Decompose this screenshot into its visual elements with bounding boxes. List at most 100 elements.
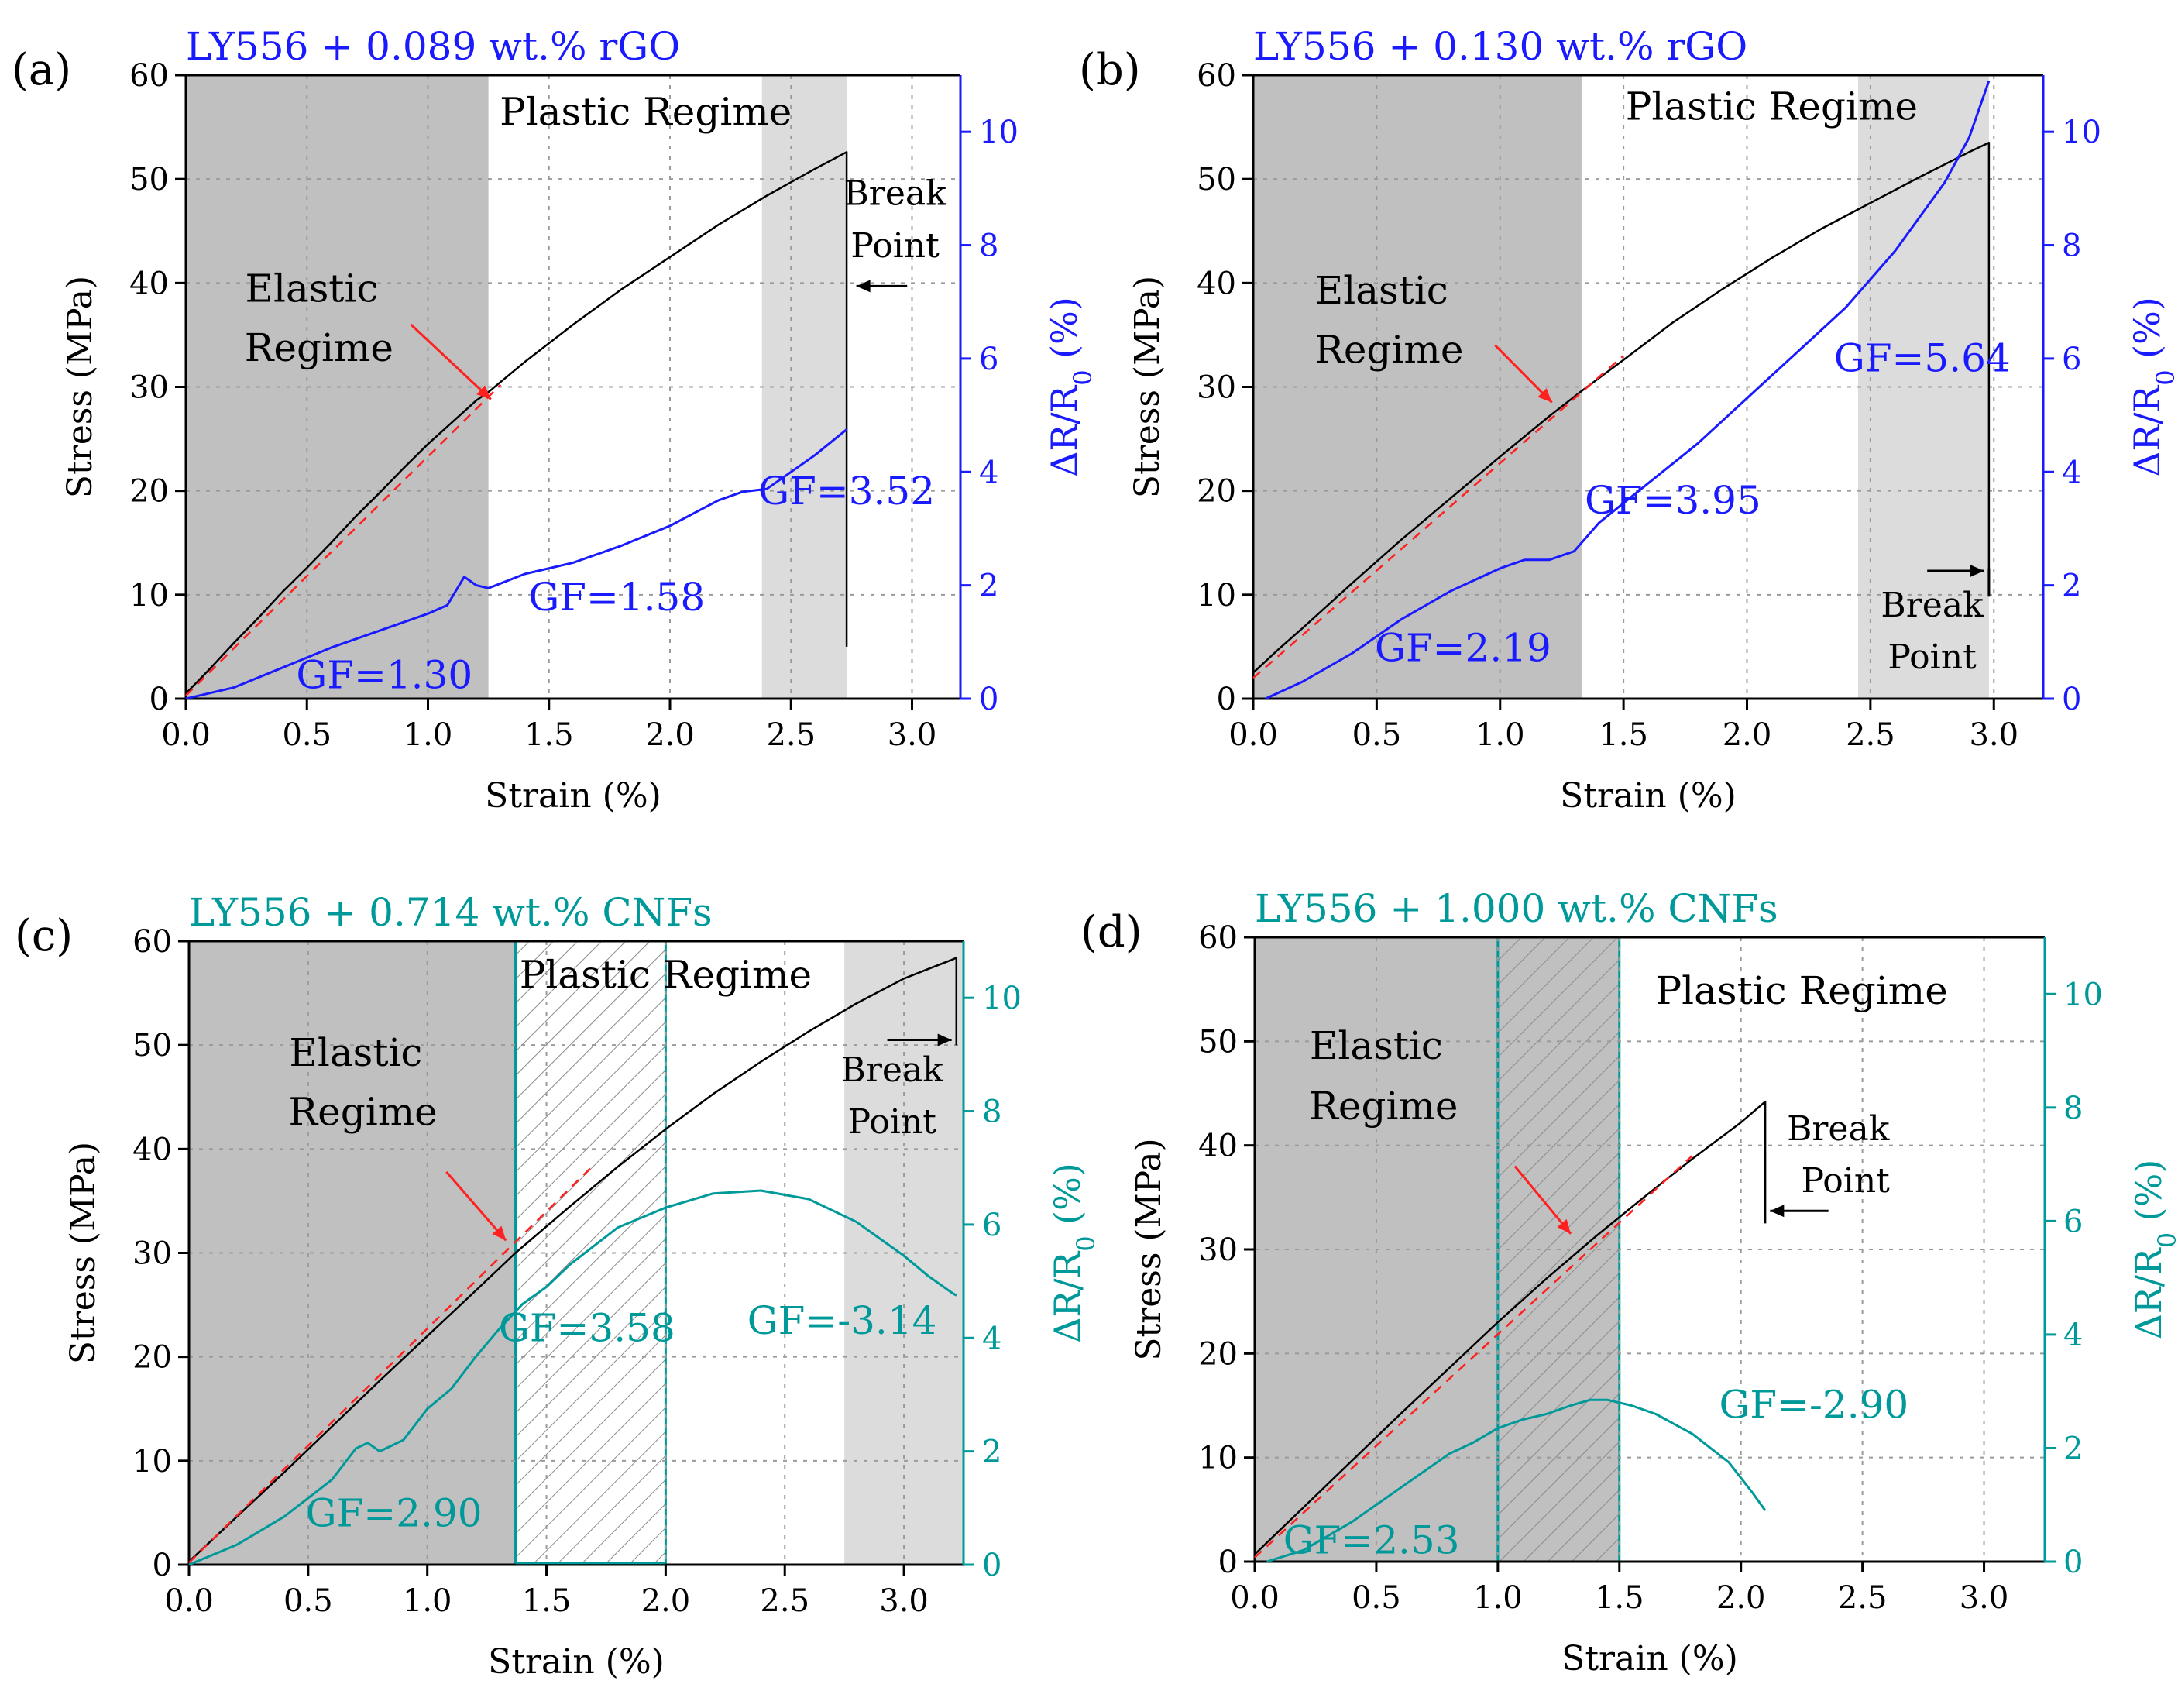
series-linear-fit bbox=[1254, 1155, 1693, 1559]
x-tick-label: 3.0 bbox=[1969, 717, 2018, 753]
y-tick-label: 20 bbox=[1197, 474, 1236, 510]
series-stress bbox=[185, 151, 848, 695]
y-tick-label: 50 bbox=[1198, 1024, 1238, 1060]
series-stress bbox=[1254, 1100, 1767, 1555]
chart-title: LY556 + 1.000 wt.% CNFs bbox=[1255, 886, 1778, 931]
x-tick-label: 1.5 bbox=[1595, 1580, 1644, 1616]
annotation-label: Regime bbox=[288, 1089, 437, 1134]
y2-tick-label: 8 bbox=[982, 1095, 1001, 1130]
y-axis-label: Stress (MPa) bbox=[1128, 276, 1167, 498]
y2-tick-label: 0 bbox=[982, 1548, 1001, 1583]
annotation-label: Break bbox=[843, 174, 946, 214]
x-tick-label: 3.0 bbox=[1960, 1580, 2009, 1616]
y-tick-label: 60 bbox=[132, 924, 172, 960]
y2-tick-label: 6 bbox=[979, 342, 998, 377]
y-tick-label: 10 bbox=[1198, 1441, 1238, 1476]
annotation-label: GF=5.64 bbox=[1834, 335, 2011, 380]
x-tick-label: 2.0 bbox=[1723, 717, 1772, 753]
annotation-label: Point bbox=[1888, 637, 1977, 677]
y-tick-label: 10 bbox=[129, 578, 169, 613]
panel-label: (a) bbox=[12, 45, 71, 95]
y2-tick-label: 8 bbox=[2062, 229, 2081, 264]
y2-tick-label: 10 bbox=[2062, 115, 2101, 150]
y2-tick-label: 0 bbox=[2063, 1545, 2083, 1580]
annotation-label: GF=3.95 bbox=[1585, 478, 1761, 523]
x-tick-label: 3.0 bbox=[888, 717, 937, 753]
y2-tick-label: 6 bbox=[2062, 342, 2081, 377]
y-tick-label: 10 bbox=[132, 1444, 172, 1479]
y-axis-label: Stress (MPa) bbox=[1129, 1138, 1169, 1360]
x-tick-label: 1.0 bbox=[1473, 1580, 1523, 1616]
x-tick-label: 0.5 bbox=[1352, 1580, 1401, 1616]
annotation-label: GF=1.30 bbox=[296, 653, 472, 698]
x-tick-label: 0.5 bbox=[282, 717, 332, 753]
x-axis-label: Strain (%) bbox=[1560, 776, 1737, 816]
y-tick-label: 50 bbox=[1197, 162, 1236, 198]
y2-axis-label: ΔR/R0 (%) bbox=[1043, 297, 1098, 477]
annotation-label: GF=1.58 bbox=[528, 575, 705, 620]
series--r-r0 bbox=[188, 1189, 957, 1566]
annotation-label: GF=3.58 bbox=[499, 1306, 675, 1351]
region-hatch bbox=[514, 940, 667, 1566]
y2-axis-label-unit: (%) bbox=[1046, 1163, 1088, 1235]
x-axis-label: Strain (%) bbox=[1561, 1639, 1738, 1679]
y2-tick-label: 2 bbox=[2063, 1431, 2083, 1466]
y-tick-label: 60 bbox=[129, 58, 169, 94]
annotation-label: GF=2.19 bbox=[1375, 626, 1551, 671]
x-tick-label: 2.0 bbox=[1716, 1580, 1766, 1616]
y2-tick-label: 4 bbox=[2062, 455, 2081, 490]
y-tick-label: 50 bbox=[129, 162, 169, 198]
y-tick-label: 30 bbox=[132, 1236, 172, 1272]
arrow-head bbox=[1537, 388, 1552, 403]
series-stress bbox=[188, 957, 958, 1562]
x-tick-label: 2.5 bbox=[760, 1583, 809, 1619]
annotation-label: Elastic bbox=[1315, 268, 1448, 313]
y-tick-label: 50 bbox=[132, 1028, 172, 1064]
y2-tick-label: 10 bbox=[979, 115, 1019, 150]
chart-title: LY556 + 0.089 wt.% rGO bbox=[186, 24, 680, 69]
annotation-label: Elastic bbox=[1310, 1023, 1443, 1068]
x-tick-label: 0.0 bbox=[161, 717, 211, 753]
y2-axis-label: ΔR/R0 (%) bbox=[2126, 297, 2178, 477]
chart-panel-b: 0.0 0.5 1.0 1.5 2.0 2.5 3.0 0 10 20 30 40 50 60 0 2 4 6 8 1… bbox=[1079, 24, 2178, 816]
y2-tick-label: 2 bbox=[2062, 569, 2081, 604]
y-axis-label: Stress (MPa) bbox=[60, 276, 100, 498]
annotation-label: Break bbox=[1881, 586, 1984, 625]
x-tick-label: 1.5 bbox=[1599, 717, 1648, 753]
y-axis-label: Stress (MPa) bbox=[64, 1142, 103, 1364]
y-tick-label: 30 bbox=[129, 370, 169, 406]
x-axis-label: Strain (%) bbox=[488, 1642, 665, 1682]
y2-tick-label: 2 bbox=[979, 569, 998, 604]
x-tick-label: 2.5 bbox=[1838, 1580, 1888, 1616]
annotation-label: Regime bbox=[1314, 328, 1463, 373]
x-tick-label: 1.0 bbox=[403, 1583, 452, 1619]
arrow-head bbox=[1557, 1218, 1571, 1234]
x-tick-label: 0.5 bbox=[283, 1583, 333, 1619]
annotation-label: Regime bbox=[245, 325, 393, 370]
annotation-label: Point bbox=[1801, 1161, 1890, 1201]
y-tick-label: 40 bbox=[1198, 1129, 1238, 1164]
panel-label: (b) bbox=[1079, 45, 1141, 95]
x-tick-label: 2.5 bbox=[1846, 717, 1895, 753]
y-tick-label: 40 bbox=[1197, 266, 1236, 301]
x-tick-label: 1.5 bbox=[524, 717, 574, 753]
y-tick-label: 10 bbox=[1197, 578, 1236, 613]
x-tick-label: 2.5 bbox=[766, 717, 816, 753]
y-tick-label: 0 bbox=[149, 682, 169, 717]
y2-tick-label: 4 bbox=[979, 455, 998, 490]
annotation-label: Plastic Regime bbox=[1626, 84, 1918, 129]
panel-label: (c) bbox=[15, 911, 73, 961]
annotation-label: Regime bbox=[1309, 1084, 1458, 1129]
y2-axis-label-unit: (%) bbox=[2126, 297, 2168, 369]
annotation-label: Plastic Regime bbox=[1655, 968, 1947, 1013]
series--r-r0 bbox=[185, 428, 848, 700]
annotation-label: GF=2.53 bbox=[1283, 1517, 1460, 1562]
y2-tick-label: 8 bbox=[2063, 1091, 2083, 1126]
y2-tick-label: 6 bbox=[982, 1208, 1001, 1243]
chart-panel-c: 0.0 0.5 1.0 1.5 2.0 2.5 3.0 0 10 20 30 40 50 60 0 2 4 6 8 1… bbox=[15, 890, 1101, 1682]
y2-tick-label: 10 bbox=[982, 981, 1022, 1016]
arrow-head bbox=[476, 385, 491, 400]
y-tick-label: 0 bbox=[153, 1548, 172, 1583]
chart-title: LY556 + 0.130 wt.% rGO bbox=[1253, 24, 1747, 69]
y-tick-label: 20 bbox=[1198, 1336, 1238, 1372]
